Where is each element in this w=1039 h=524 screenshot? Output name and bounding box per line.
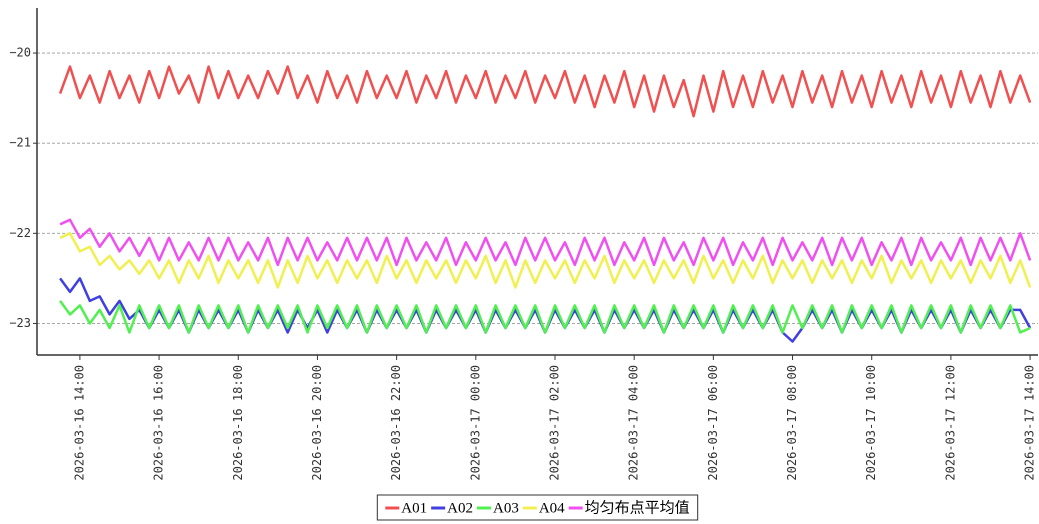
legend-label: A01 xyxy=(401,500,427,516)
legend-label: A02 xyxy=(447,500,473,516)
x-tick-label: 2026-03-17 14:00 xyxy=(1023,365,1037,481)
x-tick-label: 2026-03-16 20:00 xyxy=(310,365,324,481)
x-tick-label: 2026-03-16 22:00 xyxy=(389,365,403,481)
y-tick-label: −21 xyxy=(9,136,31,150)
x-tick-label: 2026-03-17 04:00 xyxy=(627,365,641,481)
x-tick-label: 2026-03-16 18:00 xyxy=(231,365,245,481)
legend-label: A04 xyxy=(539,500,565,516)
series-line xyxy=(59,232,1032,289)
x-tick-label: 2026-03-16 14:00 xyxy=(72,365,86,481)
legend-label: 均匀布点平均值 xyxy=(585,499,690,516)
x-tick-label: 2026-03-17 02:00 xyxy=(547,365,561,481)
series-line xyxy=(59,218,1032,267)
legend-label: A03 xyxy=(493,500,519,516)
series-line xyxy=(59,300,1031,334)
y-tick-label: −20 xyxy=(9,46,31,60)
x-tick-label: 2026-03-17 12:00 xyxy=(943,365,957,481)
y-tick-label: −23 xyxy=(9,316,31,330)
legend-box xyxy=(376,494,699,521)
y-tick-label: −22 xyxy=(9,226,31,240)
x-tick-label: 2026-03-17 10:00 xyxy=(864,365,878,481)
legend: A01 A02 A03 A04 均匀布点平均值 xyxy=(376,494,699,521)
x-tick-label: 2026-03-17 08:00 xyxy=(785,365,799,481)
x-tick-label: 2026-03-17 00:00 xyxy=(468,365,482,481)
x-tick-label: 2026-03-16 16:00 xyxy=(152,365,166,481)
x-tick-label: 2026-03-17 06:00 xyxy=(706,365,720,481)
series-line xyxy=(58,65,1032,118)
